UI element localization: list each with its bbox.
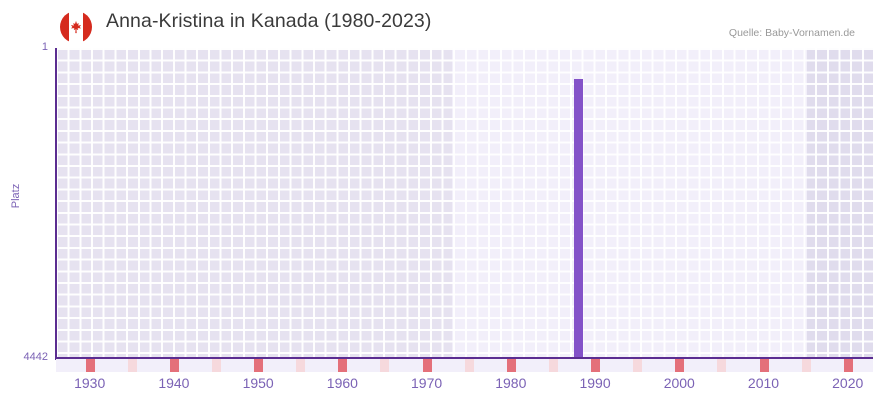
flag-band-right [83,11,92,43]
chart-header: Anna-Kristina in Kanada (1980-2023) Quel… [0,0,873,44]
y-axis-tick-top: 1 [41,41,48,53]
flag-band-left [60,11,69,43]
x-axis-tick-label: 1940 [158,375,190,391]
x-axis-tick-label: 2010 [747,375,780,391]
page-title: Anna-Kristina in Kanada (1980-2023) [106,10,432,32]
x-axis-tick-label: 1970 [411,375,443,391]
source-attribution: Quelle: Baby-Vornamen.de [728,27,855,39]
x-axis-tick-label: 1930 [74,375,106,391]
x-tick-minor [212,359,222,372]
x-tick-minor [127,359,137,372]
x-axis-tick-label: 1980 [495,375,527,391]
x-tick-minor [801,359,811,372]
x-axis-tick-label: 1990 [579,375,611,391]
bar-1988 [574,79,584,358]
x-axis-tick-label: 2020 [832,375,864,391]
maple-leaf-icon [70,20,82,34]
x-tick-major [675,359,685,372]
y-axis-line [55,48,57,360]
x-tick-minor [717,359,727,372]
x-tick-major [254,359,264,372]
x-tick-major [338,359,348,372]
x-axis-tick-label: 2000 [663,375,695,391]
x-axis-line [55,357,873,359]
x-tick-major [169,359,179,372]
canada-flag-icon [60,11,92,43]
bar-series [56,48,873,358]
x-axis-tick-label: 1950 [242,375,274,391]
x-tick-major [506,359,516,372]
x-tick-minor [464,359,474,372]
x-tick-minor [548,359,558,372]
y-axis-tick-bottom: 4442 [23,351,48,363]
x-axis-tick-label: 1960 [326,375,358,391]
x-tick-major [422,359,432,372]
x-tick-major [843,359,853,372]
x-axis-tick-strip [56,359,873,372]
y-axis-title: Platz [10,183,22,209]
x-tick-minor [296,359,306,372]
x-tick-minor [633,359,643,372]
x-tick-major [591,359,601,372]
x-tick-minor [380,359,390,372]
x-tick-major [759,359,769,372]
x-tick-major [85,359,95,372]
plot-area [56,48,873,358]
